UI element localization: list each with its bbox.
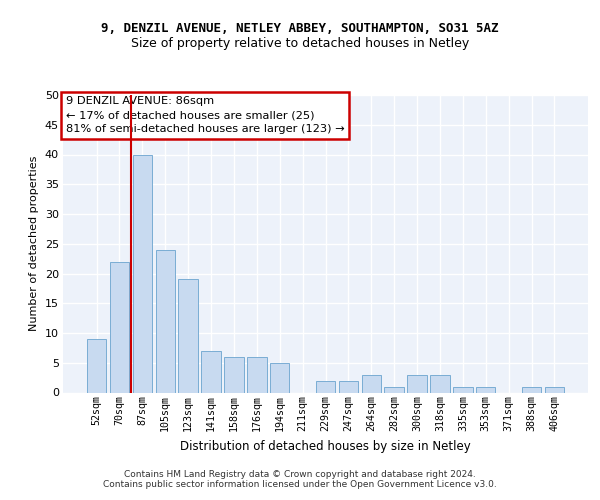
Bar xyxy=(224,357,244,392)
Text: 9 DENZIL AVENUE: 86sqm
← 17% of detached houses are smaller (25)
81% of semi-det: 9 DENZIL AVENUE: 86sqm ← 17% of detached… xyxy=(65,96,344,134)
Bar xyxy=(407,374,427,392)
Bar xyxy=(133,154,152,392)
Bar xyxy=(178,280,198,392)
Bar xyxy=(476,386,496,392)
Bar xyxy=(202,351,221,393)
Bar xyxy=(522,386,541,392)
Bar xyxy=(155,250,175,392)
Text: Size of property relative to detached houses in Netley: Size of property relative to detached ho… xyxy=(131,38,469,51)
Bar xyxy=(87,339,106,392)
Bar xyxy=(430,374,449,392)
Bar xyxy=(338,380,358,392)
Text: 9, DENZIL AVENUE, NETLEY ABBEY, SOUTHAMPTON, SO31 5AZ: 9, DENZIL AVENUE, NETLEY ABBEY, SOUTHAMP… xyxy=(101,22,499,36)
Bar xyxy=(545,386,564,392)
Bar xyxy=(110,262,129,392)
Y-axis label: Number of detached properties: Number of detached properties xyxy=(29,156,39,332)
Bar xyxy=(385,386,404,392)
Bar xyxy=(247,357,266,392)
Bar xyxy=(362,374,381,392)
X-axis label: Distribution of detached houses by size in Netley: Distribution of detached houses by size … xyxy=(180,440,471,452)
Bar xyxy=(453,386,473,392)
Bar xyxy=(270,363,289,392)
Text: Contains HM Land Registry data © Crown copyright and database right 2024.
Contai: Contains HM Land Registry data © Crown c… xyxy=(103,470,497,489)
Bar xyxy=(316,380,335,392)
